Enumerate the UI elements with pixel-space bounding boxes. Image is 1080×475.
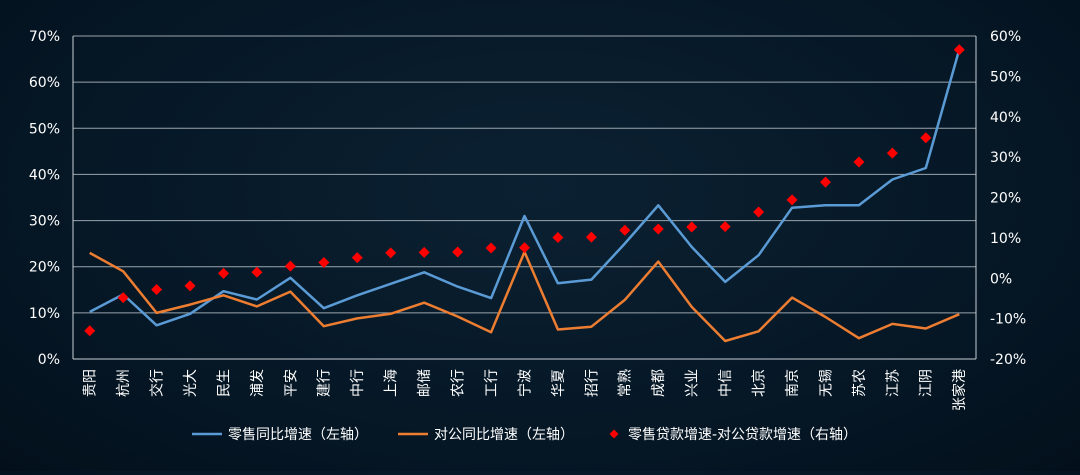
right-axis-tick-label: -10% (990, 312, 1026, 328)
legend-label: 零售同比增速（左轴） (228, 427, 368, 443)
right-axis-tick-label: 50% (990, 69, 1021, 85)
x-axis-category-label: 交行 (149, 369, 166, 397)
series-line-0 (89, 49, 961, 327)
right-axis-tick-label: -20% (990, 352, 1026, 368)
x-axis-category-label: 华夏 (551, 369, 567, 397)
series-point-2 (151, 284, 163, 296)
left-axis-tick-label: 40% (29, 167, 60, 183)
x-axis-category-label: 上海 (384, 369, 400, 397)
x-axis-category-label: 光大 (183, 369, 199, 397)
series-point-2 (251, 266, 263, 278)
right-axis-tick-label: 10% (990, 231, 1021, 247)
x-axis-category-label: 张家港 (951, 369, 968, 411)
x-axis-category-label: 中信 (718, 369, 734, 397)
series-point-2 (84, 325, 96, 337)
x-axis-category-label: 常熟 (618, 369, 634, 397)
x-axis-category-label: 兴业 (685, 369, 701, 397)
right-axis-tick-label: 30% (990, 150, 1021, 166)
series-point-2 (786, 194, 798, 206)
series-point-2 (619, 224, 631, 236)
left-axis-tick-label: 20% (29, 260, 60, 276)
series-point-2 (853, 156, 865, 168)
series-point-2 (452, 246, 464, 258)
x-axis-category-label: 招行 (584, 369, 600, 397)
series-point-2 (318, 257, 330, 269)
right-axis-tick-label: 20% (990, 191, 1021, 207)
x-axis-category-label: 农行 (451, 369, 467, 397)
x-axis-category-label: 无锡 (818, 369, 834, 397)
right-axis-tick-label: 60% (990, 29, 1021, 45)
legend-label: 零售贷款增速-对公贷款增速（右轴） (628, 427, 857, 443)
x-axis-category-label: 宁波 (516, 369, 533, 397)
x-axis-category-label: 建行 (317, 369, 333, 397)
series-point-2 (485, 242, 497, 254)
x-axis-category-label: 工行 (484, 369, 500, 397)
x-axis-category-label: 平安 (283, 369, 299, 397)
series-point-2 (184, 280, 196, 292)
x-axis-category-label: 民生 (216, 369, 232, 397)
series-line-1 (89, 250, 960, 343)
series-point-2 (385, 247, 397, 259)
left-axis-tick-label: 70% (29, 29, 60, 45)
series-point-2 (886, 147, 898, 159)
x-axis-category-label: 中行 (350, 369, 366, 397)
series-point-2 (351, 252, 363, 264)
x-axis-category-label: 南京 (785, 369, 801, 397)
x-axis-category-label: 苏农 (852, 369, 868, 397)
series-point-2 (519, 242, 530, 254)
x-axis-category-label: 江苏 (885, 369, 901, 397)
x-axis-category-label: 成都 (651, 369, 667, 397)
legend-swatch-marker (609, 429, 619, 439)
series-point-2 (719, 221, 731, 233)
series-point-2 (652, 223, 664, 235)
x-axis-category-label: 邮储 (417, 369, 433, 397)
x-axis-category-label: 江阴 (919, 369, 935, 397)
right-axis-tick-label: 40% (990, 110, 1021, 126)
series-point-2 (953, 44, 965, 56)
series-point-2 (418, 246, 430, 258)
left-axis-tick-label: 10% (29, 306, 60, 322)
right-axis-tick-label: 0% (990, 271, 1012, 287)
x-axis-category-label: 贵阳 (83, 369, 99, 397)
series-point-2 (552, 231, 564, 243)
left-axis-tick-label: 30% (29, 214, 60, 230)
x-axis-category-label: 浦发 (250, 369, 266, 397)
left-axis-tick-label: 60% (29, 75, 60, 91)
series-point-2 (686, 221, 698, 233)
series-point-2 (218, 267, 229, 279)
series-point-2 (585, 231, 597, 243)
series-point-2 (284, 260, 296, 272)
left-axis-tick-label: 0% (38, 352, 60, 368)
series-point-2 (117, 292, 129, 304)
left-axis-tick-label: 50% (29, 121, 60, 137)
x-axis-category-label: 北京 (752, 369, 768, 397)
series-point-2 (920, 132, 932, 144)
x-axis-category-label: 杭州 (116, 369, 132, 397)
series-point-2 (753, 206, 765, 218)
series-point-2 (820, 176, 831, 188)
legend-label: 对公同比增速（左轴） (434, 427, 574, 443)
